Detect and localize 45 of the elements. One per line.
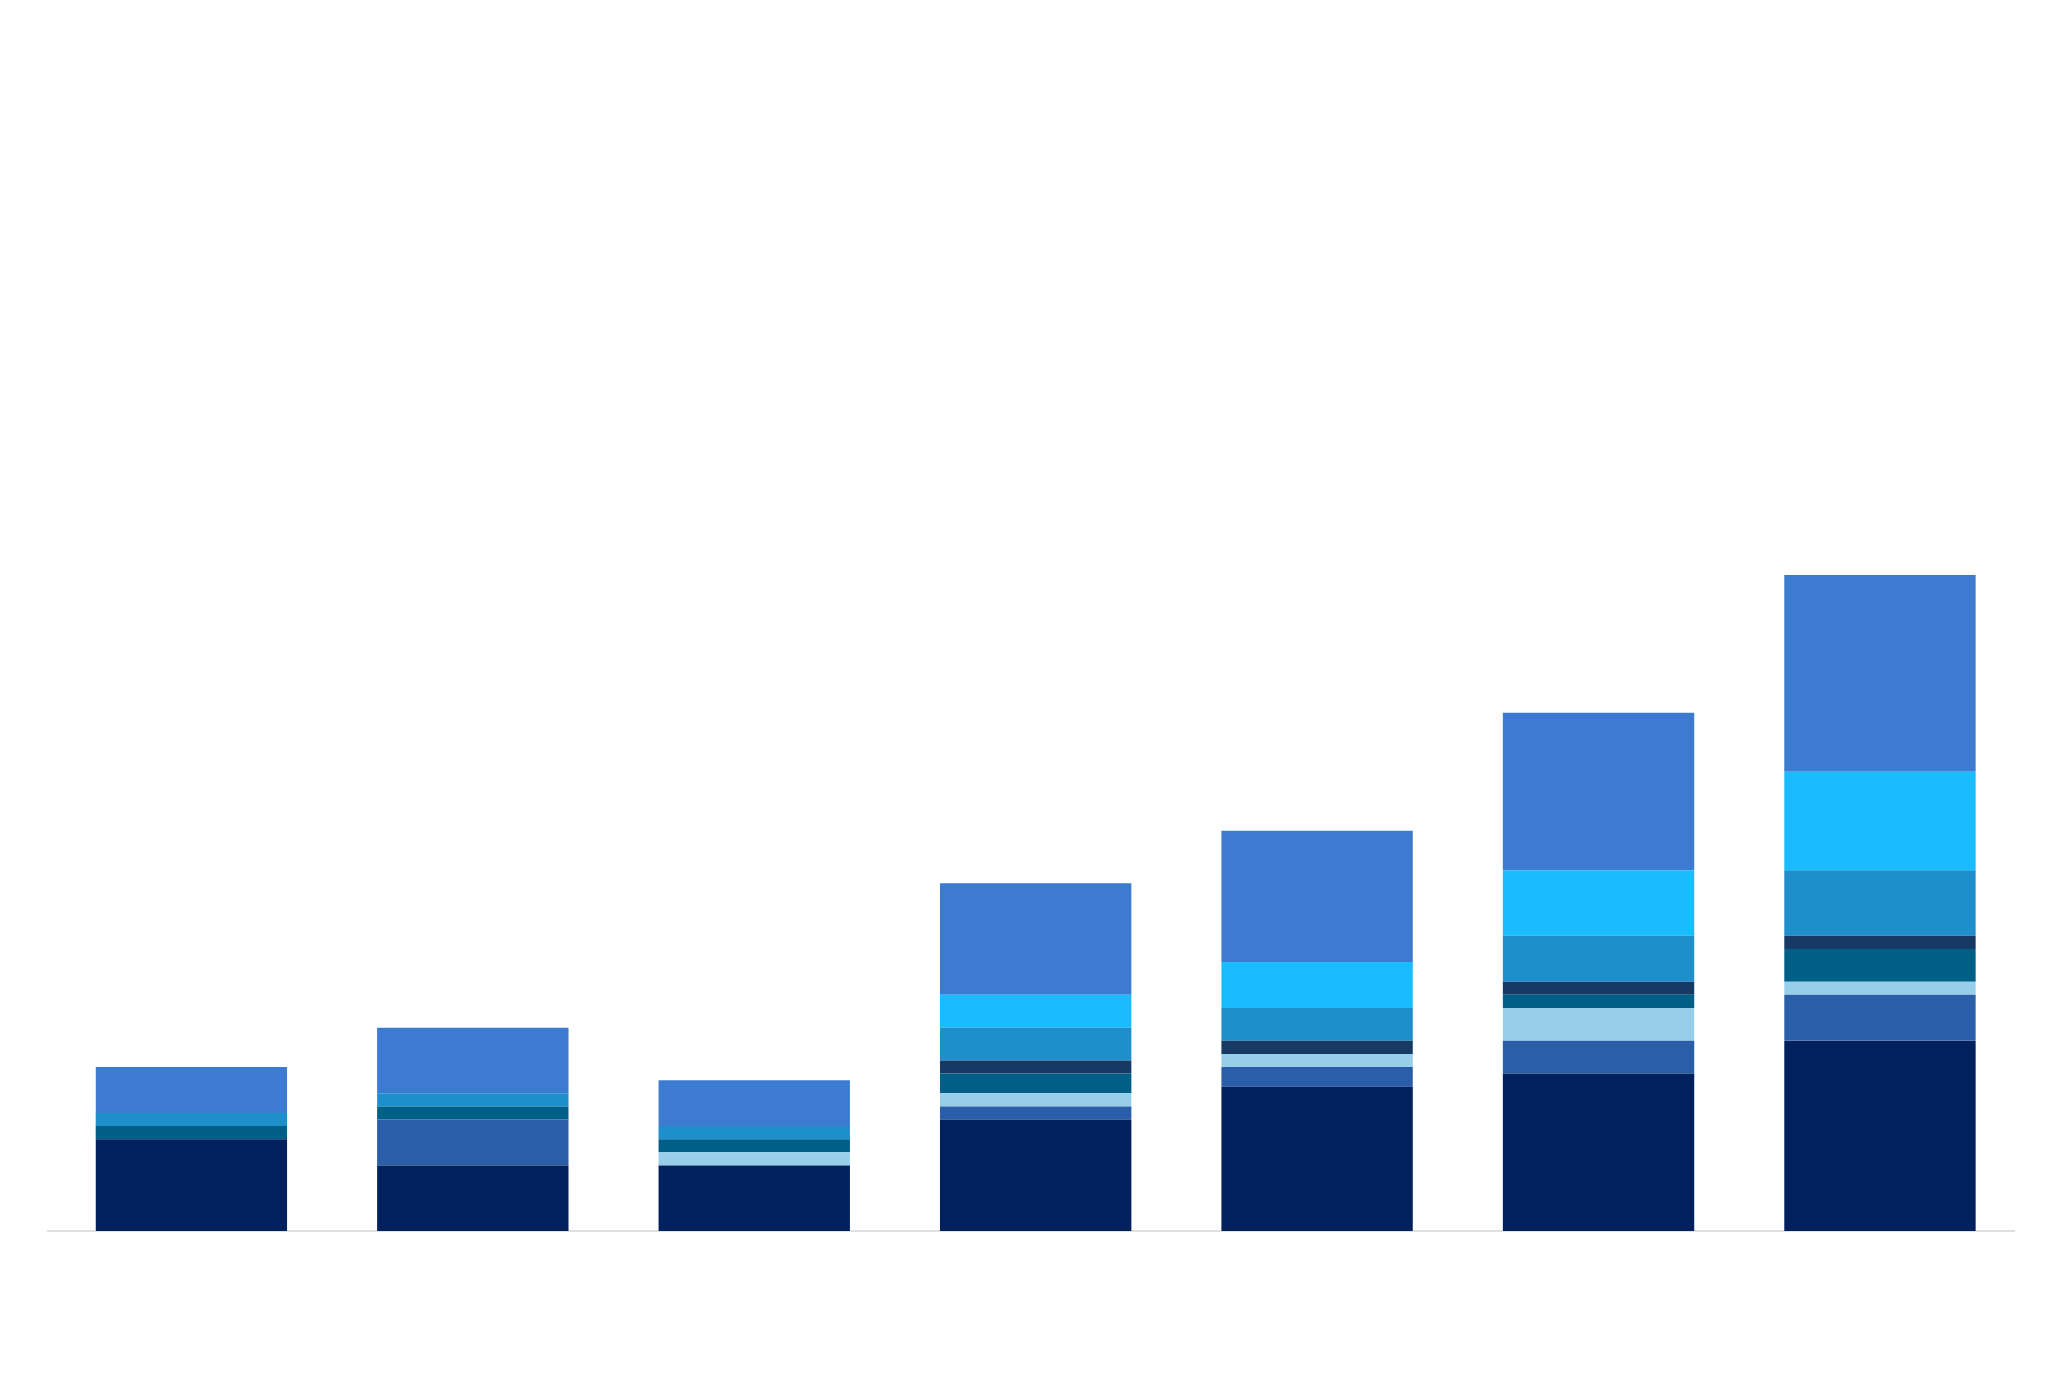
bar bbox=[1502, 1040, 1695, 1074]
bar bbox=[939, 1027, 1132, 1061]
bar bbox=[377, 1119, 569, 1166]
bar bbox=[939, 994, 1132, 1028]
bar bbox=[1221, 1040, 1413, 1054]
bar bbox=[377, 1093, 569, 1107]
bar bbox=[1221, 830, 1413, 963]
bar bbox=[939, 1106, 1132, 1120]
bar bbox=[95, 1112, 288, 1127]
bar bbox=[1784, 870, 1976, 936]
bar bbox=[1784, 981, 1976, 995]
bar bbox=[939, 883, 1132, 995]
bar bbox=[939, 1073, 1132, 1094]
bar bbox=[1784, 935, 1976, 949]
bar bbox=[1221, 1053, 1413, 1068]
bar bbox=[1784, 771, 1976, 871]
bar bbox=[1784, 994, 1976, 1041]
bar bbox=[1502, 712, 1695, 871]
bar bbox=[939, 1119, 1132, 1232]
bar bbox=[1784, 1040, 1976, 1232]
bar bbox=[658, 1152, 850, 1166]
bar bbox=[1502, 994, 1695, 1008]
bar bbox=[377, 1106, 569, 1120]
bar bbox=[1221, 1007, 1413, 1041]
bar bbox=[377, 1027, 569, 1094]
bar bbox=[95, 1139, 288, 1232]
bar bbox=[658, 1165, 850, 1232]
bar bbox=[1502, 981, 1695, 995]
bar bbox=[95, 1067, 288, 1113]
bar bbox=[1221, 1067, 1413, 1087]
bar bbox=[658, 1126, 850, 1140]
bar bbox=[377, 1165, 569, 1232]
bar bbox=[1221, 1086, 1413, 1232]
bar bbox=[1502, 870, 1695, 936]
bar bbox=[658, 1139, 850, 1153]
bar bbox=[1784, 948, 1976, 982]
bar bbox=[95, 1126, 288, 1140]
bar bbox=[658, 1080, 850, 1127]
bar bbox=[1221, 962, 1413, 1008]
bar bbox=[1502, 935, 1695, 982]
bar bbox=[1502, 1007, 1695, 1041]
bar bbox=[939, 1093, 1132, 1107]
bar bbox=[1502, 1073, 1695, 1232]
bar bbox=[1784, 575, 1976, 772]
bar bbox=[939, 1060, 1132, 1074]
